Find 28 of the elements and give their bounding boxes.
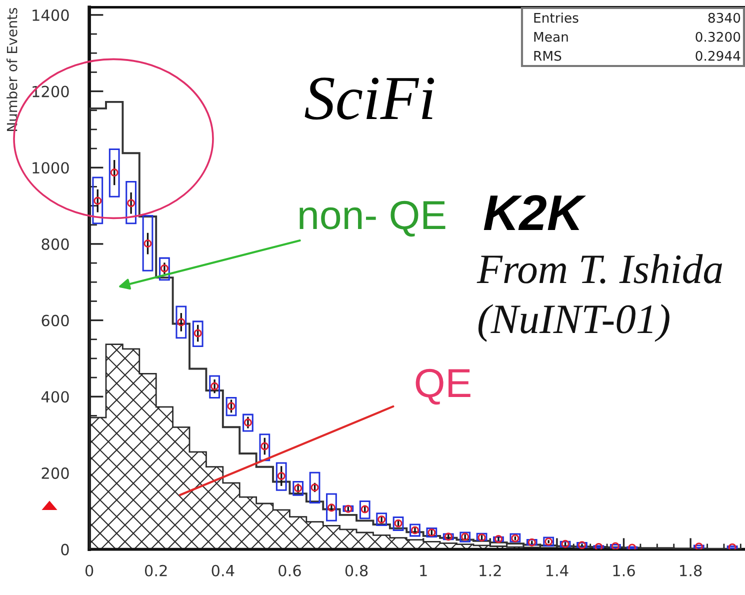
annotation: K2K	[484, 195, 586, 230]
y-tick-label: 0	[61, 544, 69, 556]
text: Mean 0.3200	[534, 32, 740, 42]
x-tick-label: 1.6	[613, 564, 635, 576]
y-tick-label: 1000	[32, 162, 69, 174]
annotation: QE	[416, 368, 470, 405]
x-tick-label: 0.6	[278, 564, 301, 576]
y-tick-label: 400	[41, 391, 69, 403]
x-tick-label: 0	[85, 564, 94, 576]
y-tick-label: 1200	[32, 86, 69, 98]
y-tick-label: 200	[42, 467, 69, 479]
y-tick-label: 600	[42, 314, 69, 326]
annotation: non- QE	[300, 200, 446, 237]
text: RMS 0.2944	[534, 50, 740, 61]
x-tick-label: 0.2	[144, 564, 167, 576]
x-tick-label: 1	[420, 565, 427, 576]
y-tick-label: 800	[42, 238, 69, 250]
x-tick-label: 0.8	[345, 564, 368, 576]
y-axis-title: Number of Events	[6, 8, 18, 131]
y-tick-label: 1400	[32, 9, 69, 21]
x-tick-label: 1.2	[480, 564, 501, 576]
x-tick-label: 1.8	[680, 564, 702, 576]
annotation: (NuINT-01)	[478, 304, 670, 342]
text: Entries 8340	[534, 12, 740, 23]
x-tick-label: 0.4	[212, 564, 234, 576]
x-tick-label: 1.4	[546, 565, 568, 576]
annotation: SciFi	[304, 78, 434, 120]
annotation: From T. Ishida	[476, 254, 722, 284]
